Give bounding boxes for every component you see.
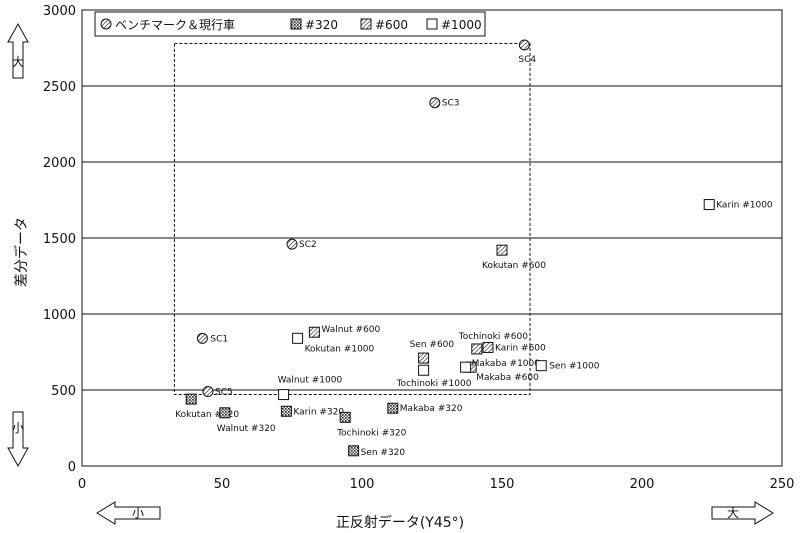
- x-tick-label: 50: [214, 477, 231, 492]
- point-label: SC2: [299, 240, 317, 250]
- y-tick-label: 2500: [43, 80, 76, 95]
- data-point: [280, 405, 292, 417]
- y-tick-label: 1500: [43, 232, 76, 247]
- point-label: SC4: [518, 55, 536, 65]
- plot-frame: [81, 9, 783, 467]
- data-point: [219, 407, 231, 419]
- x-arrow-left-icon: 小: [96, 501, 161, 525]
- y-tick-label: 2000: [43, 156, 76, 171]
- legend-marker: [100, 18, 112, 30]
- point-label: Sen #1000: [549, 362, 600, 372]
- x-arrow-right-icon: 大: [711, 501, 774, 525]
- legend-entry: #1000: [441, 18, 482, 32]
- point-label: Sen #600: [410, 340, 455, 350]
- legend-marker: [426, 18, 438, 30]
- data-point: [535, 360, 547, 372]
- point-label: Tochinoki #1000: [396, 379, 472, 389]
- x-tick-labels: 0 50 100 150 200 250: [78, 477, 795, 492]
- data-points: SC1 SC2 SC3 SC4 SC5 Kokutan #320 Walnut #320 Ka…: [175, 39, 773, 458]
- data-point: [278, 389, 290, 401]
- y-tick-labels: 0 500 1000 1500 2000 2500 3000: [43, 4, 76, 475]
- point-label: Makaba #600: [476, 373, 539, 383]
- y-tick-label: 0: [68, 460, 76, 475]
- point-label: Tochinoki #320: [336, 428, 406, 438]
- data-point: [703, 199, 715, 211]
- data-point: [482, 341, 494, 353]
- data-point: [185, 393, 197, 405]
- point-label: Kokutan #320: [175, 410, 239, 420]
- data-point: [418, 352, 430, 364]
- legend-entry: ベンチマーク＆現行車: [115, 18, 235, 32]
- point-label: Sen #320: [361, 448, 406, 458]
- y-arrow-down-icon: 小: [7, 411, 29, 468]
- point-label: Karin #320: [293, 407, 344, 417]
- x-axis-title: 正反射データ(Y45°): [336, 514, 464, 531]
- data-point: [387, 402, 399, 414]
- y-tick-label: 500: [51, 384, 76, 399]
- point-label: Walnut #600: [321, 325, 380, 335]
- x-arrow-big-label: 大: [727, 506, 739, 520]
- data-point: [429, 97, 441, 109]
- legend-entry: #320: [305, 18, 338, 32]
- data-point: [518, 39, 530, 51]
- point-label: Makaba #320: [400, 404, 463, 414]
- point-label: Kokutan #600: [482, 261, 546, 271]
- legend-marker: [360, 18, 372, 30]
- data-point: [339, 411, 351, 423]
- data-point: [471, 343, 483, 355]
- data-point: [196, 332, 208, 344]
- data-point: [292, 332, 304, 344]
- point-label: SC1: [210, 334, 228, 344]
- x-tick-label: 0: [78, 477, 86, 492]
- legend: ベンチマーク＆現行車 #320 #600 #1000: [94, 11, 486, 37]
- y-axis-title: 差分データ: [13, 217, 30, 287]
- x-tick-label: 250: [770, 477, 795, 492]
- data-point: [308, 326, 320, 338]
- point-label: Tochinoki #600: [458, 332, 528, 342]
- data-point: [418, 364, 430, 376]
- data-point: [496, 244, 508, 256]
- point-label: SC3: [442, 99, 460, 109]
- legend-items: ベンチマーク＆現行車 #320 #600 #1000: [100, 18, 482, 32]
- x-tick-label: 150: [490, 477, 515, 492]
- y-arrow-small-label: 小: [12, 421, 24, 435]
- point-label: Walnut #320: [217, 424, 276, 434]
- highlight-region: [173, 42, 531, 396]
- legend-entry: #600: [375, 18, 408, 32]
- x-arrow-small-label: 小: [132, 506, 144, 520]
- x-tick-label: 100: [350, 477, 375, 492]
- x-tick-label: 200: [630, 477, 655, 492]
- point-label: Karin #1000: [716, 201, 773, 211]
- y-tick-label: 3000: [43, 4, 76, 19]
- y-tick-label: 1000: [43, 308, 76, 323]
- legend-box: [94, 11, 486, 37]
- point-label: Karin #600: [495, 343, 546, 353]
- data-point: [348, 445, 360, 457]
- data-point: [460, 361, 472, 373]
- point-label: Kokutan #1000: [305, 344, 375, 354]
- data-point: [286, 238, 298, 250]
- point-label: Walnut #1000: [278, 376, 343, 386]
- point-label: SC5: [215, 388, 233, 398]
- point-label: Makaba #1000: [472, 359, 541, 369]
- y-arrow-up-icon: 大: [7, 22, 29, 79]
- legend-marker: [290, 18, 302, 30]
- y-arrow-big-label: 大: [12, 55, 24, 69]
- data-point: [202, 386, 214, 398]
